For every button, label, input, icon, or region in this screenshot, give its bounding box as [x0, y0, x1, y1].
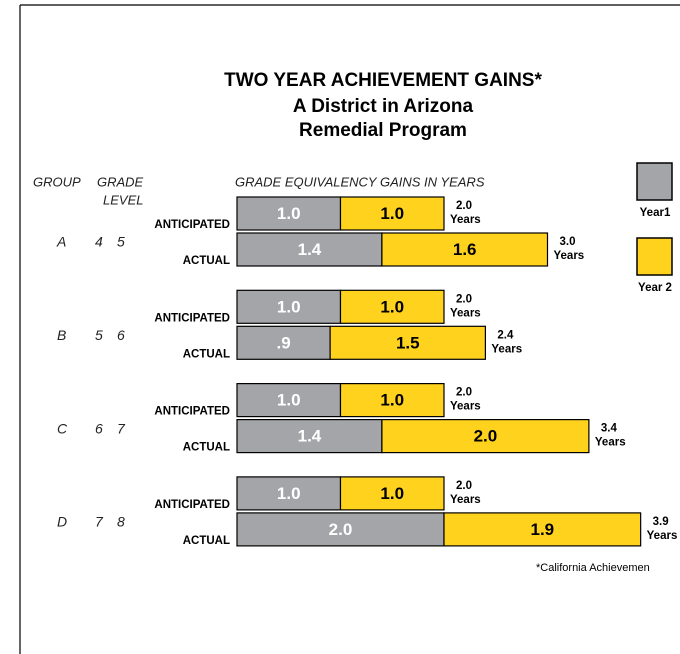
- legend-swatch: [636, 237, 673, 276]
- bar-label: ACTUAL: [183, 442, 230, 454]
- group-label: B: [57, 327, 66, 343]
- bar-label: ANTICIPATED: [154, 406, 230, 418]
- column-header: GRADE: [97, 174, 144, 189]
- total-unit: Years: [450, 214, 481, 226]
- value-label: 1.0: [380, 484, 404, 503]
- value-label: 1.0: [277, 484, 301, 503]
- bar-segment: [236, 512, 445, 547]
- total-label: 2.4: [497, 329, 514, 341]
- value-label: 2.0: [474, 427, 498, 446]
- bar-segment: [236, 419, 383, 454]
- total-label: 2.0: [456, 200, 472, 212]
- bar-segment: [381, 419, 590, 454]
- total-label: 2.0: [456, 387, 472, 399]
- bar-segment: [329, 325, 486, 360]
- grade-level: 7: [117, 420, 126, 436]
- grade-level: 6: [95, 420, 103, 436]
- grade-level: 8: [117, 514, 125, 530]
- value-label: 1.4: [298, 240, 322, 259]
- bar-label: ACTUAL: [183, 535, 230, 547]
- bar-label: ANTICIPATED: [154, 499, 230, 511]
- total-unit: Years: [554, 250, 585, 262]
- total-label: 3.9: [653, 516, 669, 528]
- grade-level: 5: [117, 234, 125, 250]
- bar-segment: [381, 232, 549, 267]
- bar-segment: [236, 325, 331, 360]
- value-label: 1.0: [277, 297, 301, 316]
- total-unit: Years: [450, 307, 481, 319]
- value-label: .9: [276, 333, 290, 352]
- bar-segment: [443, 512, 642, 547]
- legend-label: Year1: [640, 207, 671, 219]
- grade-level: 6: [117, 327, 125, 343]
- bar-segment: [339, 196, 445, 231]
- total-label: 3.4: [601, 423, 618, 435]
- total-unit: Years: [491, 343, 522, 355]
- value-label: 1.0: [380, 204, 404, 223]
- bar-segment: [339, 476, 445, 511]
- group-label: C: [57, 420, 68, 436]
- value-label: 1.0: [380, 391, 404, 410]
- value-label: 2.0: [329, 520, 353, 539]
- value-label: 1.9: [531, 520, 555, 539]
- bar-label: ACTUAL: [183, 255, 230, 267]
- bar-label: ACTUAL: [183, 348, 230, 360]
- total-unit: Years: [595, 437, 626, 449]
- bar-segment: [339, 289, 445, 324]
- group-label: D: [57, 514, 67, 530]
- total-unit: Years: [647, 530, 678, 542]
- value-label: 1.4: [298, 427, 322, 446]
- legend-label: Year 2: [638, 282, 672, 294]
- chart-subtitle: Remedial Program: [299, 120, 467, 141]
- bar-label: ANTICIPATED: [154, 312, 230, 324]
- chart-subtitle: A District in Arizona: [293, 96, 474, 117]
- grade-level: 4: [95, 234, 103, 250]
- total-unit: Years: [450, 494, 481, 506]
- legend-swatch: [636, 162, 673, 201]
- value-label: 1.0: [277, 204, 301, 223]
- column-header: LEVEL: [103, 192, 143, 207]
- total-label: 3.0: [560, 236, 576, 248]
- total-unit: Years: [450, 401, 481, 413]
- grade-level: 5: [95, 327, 103, 343]
- grade-level: 7: [95, 514, 104, 530]
- chart-title: TWO YEAR ACHIEVEMENT GAINS*: [224, 70, 542, 91]
- bar-label: ANTICIPATED: [154, 219, 230, 231]
- value-label: 1.0: [277, 391, 301, 410]
- bar-segment: [236, 232, 383, 267]
- total-label: 2.0: [456, 293, 472, 305]
- column-header: GROUP: [33, 174, 81, 189]
- total-label: 2.0: [456, 480, 472, 492]
- value-label: 1.0: [380, 297, 404, 316]
- footnote: *California Achievemen: [536, 562, 650, 574]
- value-label: 1.6: [453, 240, 477, 259]
- bar-segment: [339, 383, 445, 418]
- value-label: 1.5: [396, 333, 420, 352]
- bar-segment: [236, 383, 342, 418]
- column-header: GRADE EQUIVALENCY GAINS IN YEARS: [235, 174, 485, 189]
- group-label: A: [56, 234, 66, 250]
